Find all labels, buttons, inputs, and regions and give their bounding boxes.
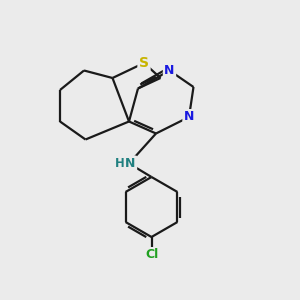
Text: N: N	[125, 157, 136, 170]
Text: Cl: Cl	[145, 248, 158, 262]
Text: N: N	[164, 64, 175, 77]
Text: H: H	[115, 157, 125, 170]
Text: S: S	[139, 56, 149, 70]
Text: N: N	[184, 110, 194, 124]
